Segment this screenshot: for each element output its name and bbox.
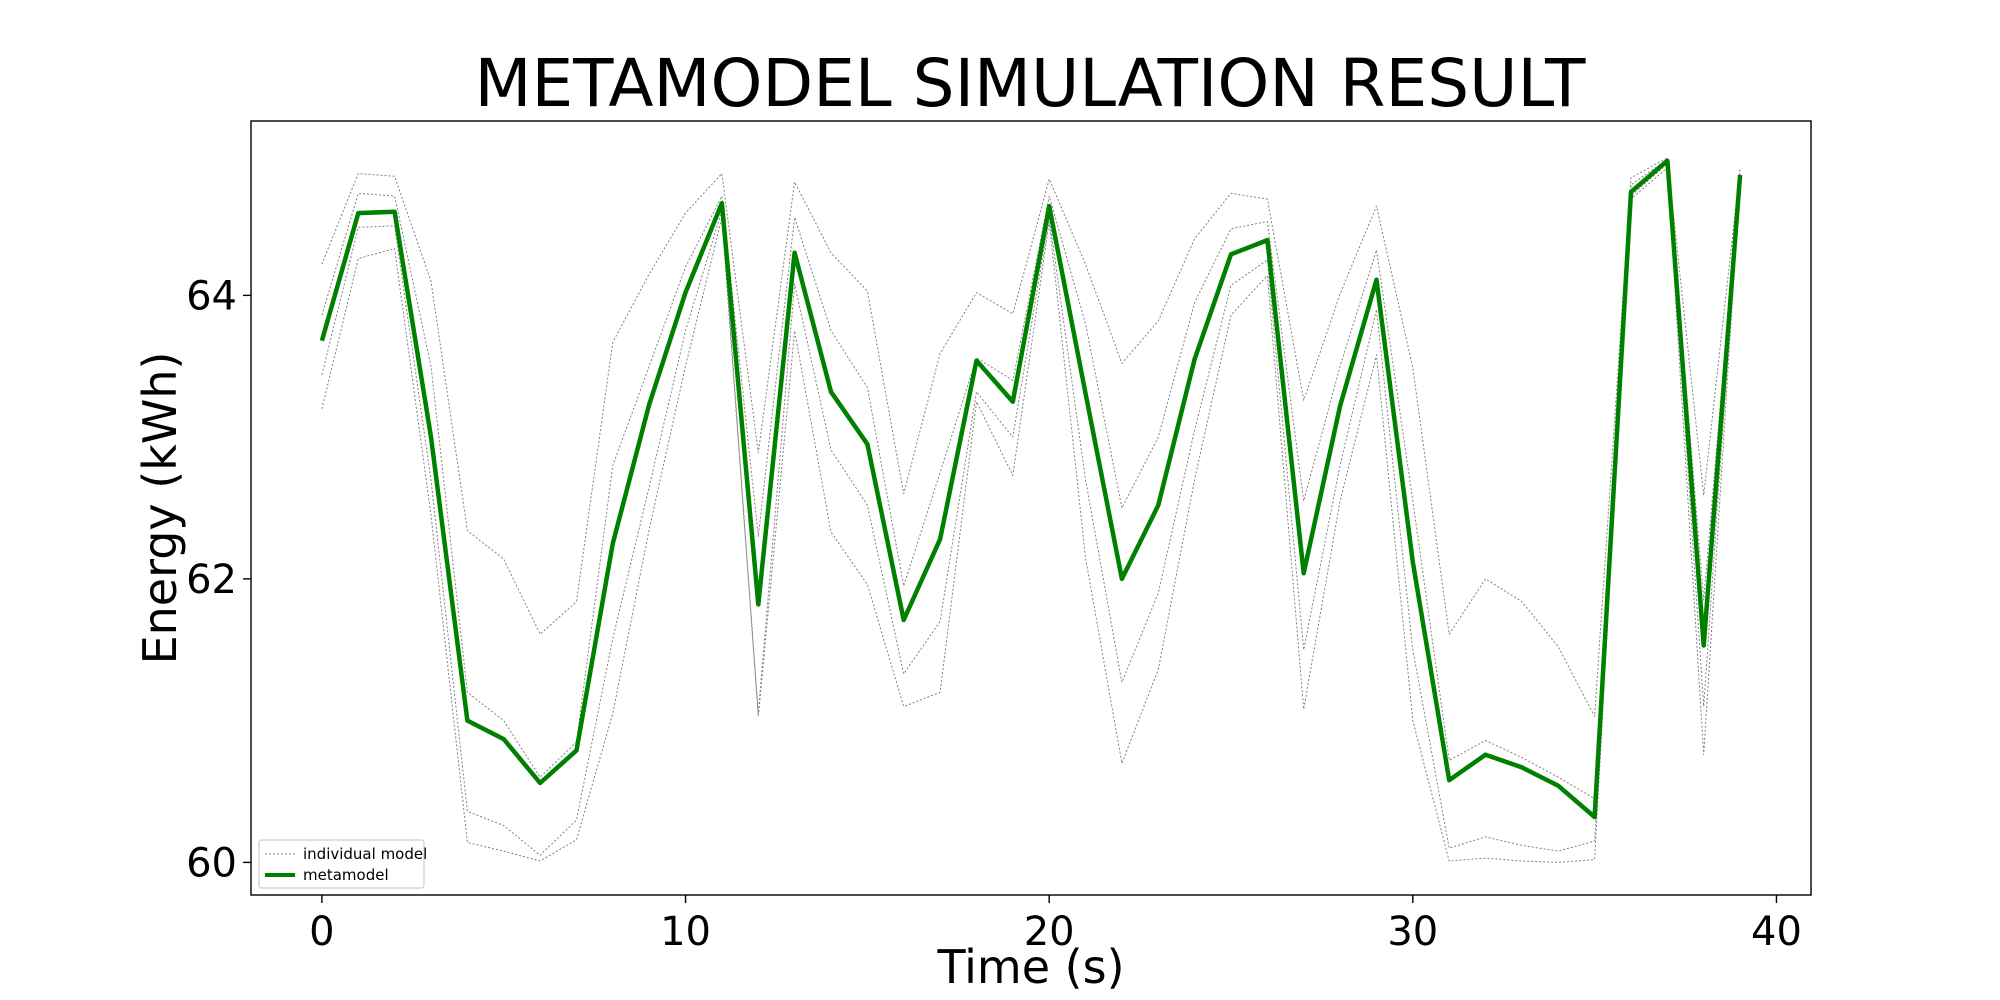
legend: individual model metamodel bbox=[258, 839, 427, 889]
legend-metamodel-label: metamodel bbox=[303, 866, 389, 884]
metamodel-line bbox=[319, 158, 1743, 820]
x-axis-ticks: 0 10 20 30 40 bbox=[309, 895, 1802, 955]
y-axis-label: Energy (kWh) bbox=[133, 352, 187, 665]
individual-model-line-4 bbox=[321, 167, 1741, 863]
legend-box bbox=[258, 839, 425, 889]
x-tick-label: 30 bbox=[1387, 909, 1438, 955]
individual-model-line-1 bbox=[321, 157, 1741, 717]
x-tick-label: 20 bbox=[1024, 909, 1075, 955]
legend-individual-model-label: individual model bbox=[303, 845, 427, 863]
individual-model-line-2 bbox=[321, 158, 1741, 800]
y-tick-label: 60 bbox=[186, 840, 237, 886]
x-tick-label: 10 bbox=[660, 909, 711, 955]
chart-title: METAMODEL SIMULATION RESULT bbox=[475, 45, 1587, 122]
y-tick-label: 62 bbox=[186, 557, 237, 603]
x-axis-label: Time (s) bbox=[936, 940, 1124, 994]
x-tick-label: 0 bbox=[309, 909, 334, 955]
series-layer bbox=[319, 157, 1743, 863]
individual-model-line-3 bbox=[321, 163, 1741, 856]
y-tick-label: 64 bbox=[186, 273, 237, 319]
x-tick-label: 40 bbox=[1751, 909, 1802, 955]
plot-frame bbox=[250, 120, 1812, 896]
y-axis-ticks: 60 62 64 bbox=[186, 273, 251, 886]
